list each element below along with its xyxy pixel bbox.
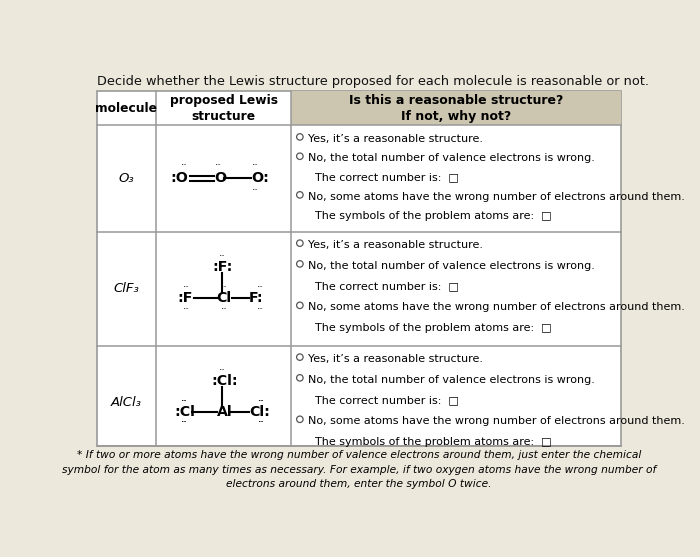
Text: ClF₃: ClF₃ <box>113 282 139 295</box>
Text: ··: ·· <box>221 304 228 314</box>
Text: ··: ·· <box>215 160 221 170</box>
Text: :Cl:: :Cl: <box>211 374 238 388</box>
Bar <box>291 91 621 125</box>
Text: No, the total number of valence electrons is wrong.: No, the total number of valence electron… <box>307 375 594 385</box>
Text: ··: ·· <box>221 282 228 292</box>
Text: Decide whether the Lewis structure proposed for each molecule is reasonable or n: Decide whether the Lewis structure propo… <box>97 75 649 89</box>
Text: ··: ·· <box>258 396 265 406</box>
Text: molecule: molecule <box>95 102 158 115</box>
Text: No, the total number of valence electrons is wrong.: No, the total number of valence electron… <box>307 153 594 163</box>
Text: ··: ·· <box>181 418 188 428</box>
Text: ··: ·· <box>183 304 190 314</box>
Text: ··: ·· <box>258 396 265 406</box>
Text: AlCl₃: AlCl₃ <box>111 396 141 409</box>
Text: No, some atoms have the wrong number of electrons around them.: No, some atoms have the wrong number of … <box>307 416 685 426</box>
Text: O:: O: <box>251 172 270 185</box>
Text: ··: ·· <box>181 396 188 406</box>
Text: * If two or more atoms have the wrong number of valence electrons around them, j: * If two or more atoms have the wrong nu… <box>62 450 656 489</box>
Text: The symbols of the problem atoms are:  □: The symbols of the problem atoms are: □ <box>314 211 551 221</box>
Text: ··: ·· <box>218 365 225 375</box>
Text: :F: :F <box>177 291 192 305</box>
Text: Cl:: Cl: <box>249 405 270 419</box>
Text: The correct number is:  □: The correct number is: □ <box>314 395 458 405</box>
Bar <box>97 91 621 446</box>
Text: ··: ·· <box>181 418 188 428</box>
Text: ··: ·· <box>181 396 188 406</box>
Text: ··: ·· <box>258 418 265 428</box>
Text: :O: :O <box>171 172 189 185</box>
Text: The correct number is:  □: The correct number is: □ <box>314 173 458 183</box>
Text: ··: ·· <box>257 282 263 292</box>
Text: O₃: O₃ <box>118 172 134 185</box>
Text: O: O <box>214 172 226 185</box>
Text: Yes, it’s a reasonable structure.: Yes, it’s a reasonable structure. <box>307 354 482 364</box>
Text: Cl: Cl <box>216 291 232 305</box>
Text: The correct number is:  □: The correct number is: □ <box>314 281 458 291</box>
Text: The symbols of the problem atoms are:  □: The symbols of the problem atoms are: □ <box>314 323 551 333</box>
Text: ··: ·· <box>181 160 188 170</box>
Text: No, some atoms have the wrong number of electrons around them.: No, some atoms have the wrong number of … <box>307 302 685 312</box>
Text: ··: ·· <box>257 304 263 314</box>
Text: The symbols of the problem atoms are:  □: The symbols of the problem atoms are: □ <box>314 437 551 447</box>
Text: ··: ·· <box>183 282 190 292</box>
Text: Yes, it’s a reasonable structure.: Yes, it’s a reasonable structure. <box>307 240 482 250</box>
Text: ··: ·· <box>218 251 225 261</box>
Text: proposed Lewis
structure: proposed Lewis structure <box>169 94 277 123</box>
Text: ··: ·· <box>258 418 265 428</box>
Text: Is this a reasonable structure?
If not, why not?: Is this a reasonable structure? If not, … <box>349 94 564 123</box>
Text: No, the total number of valence electrons is wrong.: No, the total number of valence electron… <box>307 261 594 271</box>
Text: Yes, it’s a reasonable structure.: Yes, it’s a reasonable structure. <box>307 134 482 144</box>
Text: No, some atoms have the wrong number of electrons around them.: No, some atoms have the wrong number of … <box>307 192 685 202</box>
Text: F:: F: <box>249 291 264 305</box>
Text: :Cl: :Cl <box>175 405 195 419</box>
Text: ··: ·· <box>252 185 259 195</box>
Text: ··: ·· <box>252 160 259 170</box>
Text: Al: Al <box>216 405 232 419</box>
Text: :F:: :F: <box>213 260 233 274</box>
